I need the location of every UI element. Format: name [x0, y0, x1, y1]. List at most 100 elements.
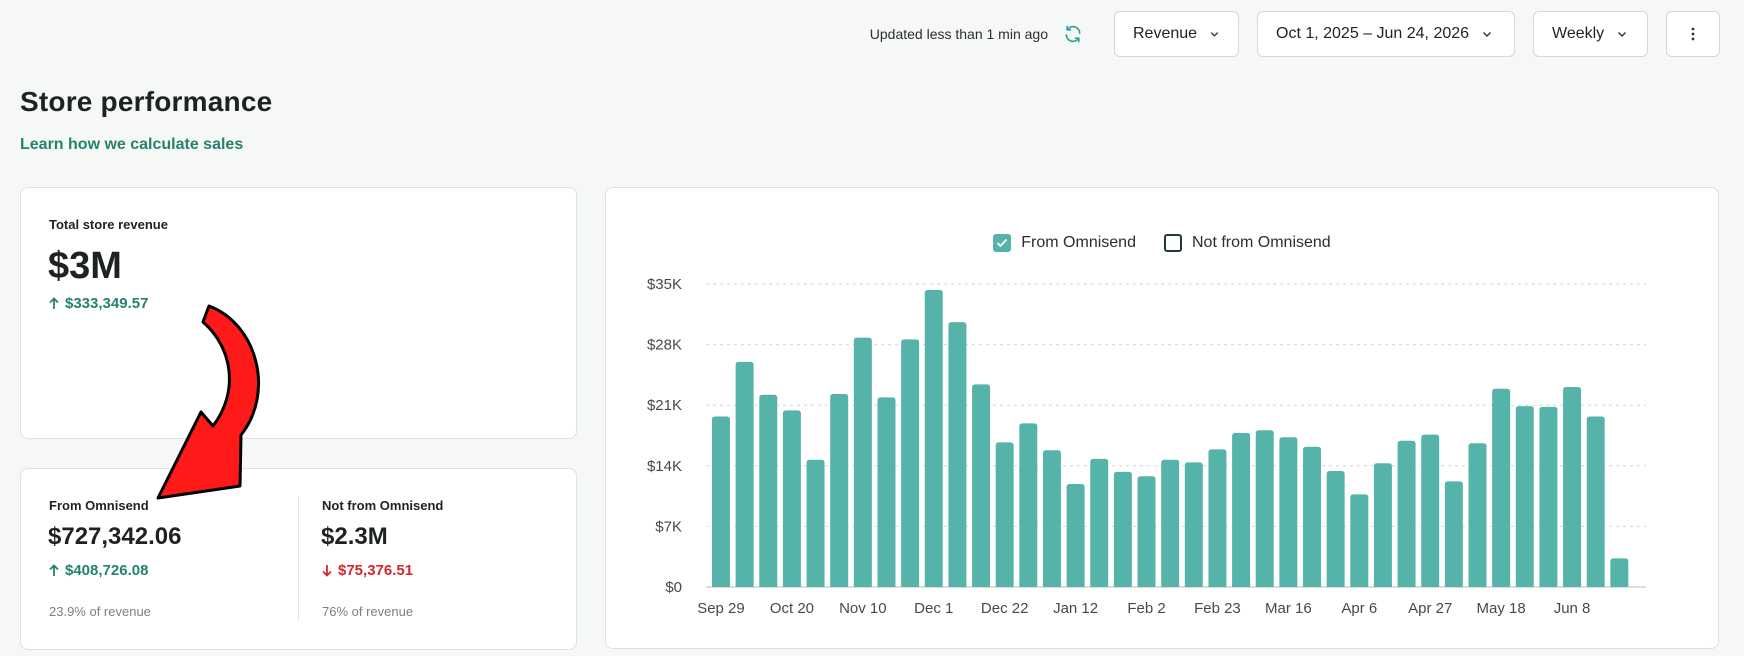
- chevron-down-icon: [1483, 32, 1492, 37]
- chart-bar: [1303, 446, 1321, 587]
- legend-not-from-omnisend-label: Not from Omnisend: [1191, 234, 1331, 251]
- granularity-label: Weekly: [1552, 25, 1605, 42]
- chart-bar: [972, 384, 991, 587]
- chart-bar: [712, 416, 730, 587]
- chart-bar: [830, 393, 849, 587]
- not-from-omnisend-label: Not from Omnisend: [322, 498, 444, 513]
- from-omnisend-share: 23.9% of revenue: [49, 604, 151, 619]
- x-tick-label: Jan 12: [1053, 600, 1098, 617]
- date-range-dropdown[interactable]: Oct 1, 2025 – Jun 24, 2026: [1257, 11, 1515, 57]
- y-tick-label: $0: [665, 579, 682, 596]
- chart-bar: [1279, 437, 1298, 587]
- x-tick-label: Nov 10: [839, 600, 887, 617]
- total-revenue-card: Total store revenue $3M $333,349.57: [20, 187, 577, 439]
- chart-bar: [1137, 476, 1156, 587]
- y-tick-label: $21K: [647, 397, 682, 414]
- x-tick-label: Sep 29: [697, 600, 745, 617]
- chart-bar: [1113, 471, 1132, 587]
- granularity-dropdown[interactable]: Weekly: [1533, 11, 1648, 57]
- chart-bar: [924, 290, 943, 587]
- total-revenue-label: Total store revenue: [49, 217, 168, 232]
- revenue-split-card: From Omnisend $727,342.06 $408,726.08 23…: [20, 468, 577, 650]
- red-arrow-annotation: [156, 304, 261, 500]
- legend-from-omnisend[interactable]: From Omnisend: [993, 234, 1136, 252]
- metric-dropdown[interactable]: Revenue: [1114, 11, 1239, 57]
- y-tick-label: $7K: [655, 518, 682, 535]
- x-tick-label: Dec 1: [914, 600, 953, 617]
- revenue-chart-card: From Omnisend Not from Omnisend $0 $7K $14…: [605, 187, 1719, 649]
- date-range-label: Oct 1, 2025 – Jun 24, 2026: [1276, 25, 1470, 42]
- updated-status: Updated less than 1 min ago: [869, 26, 1048, 42]
- checkbox-unchecked-icon[interactable]: [1163, 234, 1182, 252]
- chart-bar: [1208, 449, 1227, 587]
- page-title: Store performance: [20, 86, 273, 117]
- x-tick-label: Apr 27: [1408, 600, 1452, 617]
- chevron-down-icon: [1210, 32, 1219, 37]
- chart-bar: [1161, 459, 1180, 587]
- chart-bar: [1563, 387, 1582, 587]
- total-revenue-value: $3M: [48, 245, 122, 287]
- from-omnisend-delta-value: $408,726.08: [65, 562, 149, 579]
- from-omnisend-label: From Omnisend: [49, 498, 149, 513]
- arrow-up-icon: [49, 564, 59, 576]
- more-vertical-icon: [1691, 27, 1695, 41]
- arrow-down-icon: [322, 565, 332, 577]
- chart-bar: [1184, 462, 1203, 587]
- not-from-omnisend-delta: $75,376.51: [322, 562, 413, 579]
- not-from-omnisend-delta-value: $75,376.51: [338, 562, 414, 579]
- x-tick-label: Mar 16: [1265, 600, 1312, 617]
- x-tick-label: Apr 6: [1341, 600, 1377, 617]
- chart-bar: [1444, 481, 1463, 587]
- total-revenue-delta-value: $333,349.57: [65, 295, 149, 312]
- from-omnisend-delta: $408,726.08: [49, 562, 148, 579]
- chart-bar: [806, 459, 825, 587]
- chart-bar: [1492, 388, 1511, 587]
- chart-bar: [1350, 494, 1369, 587]
- chart-bar: [1255, 430, 1274, 587]
- chart-bar: [853, 337, 872, 587]
- arrow-up-icon: [49, 297, 59, 309]
- x-tick-label: Jun 8: [1554, 600, 1591, 617]
- chart-bar: [877, 397, 896, 587]
- x-tick-label: Feb 23: [1194, 600, 1241, 617]
- chart-bar: [1090, 458, 1109, 587]
- y-tick-label: $14K: [647, 458, 682, 475]
- total-revenue-delta: $333,349.57: [49, 295, 148, 312]
- chart-bar: [1468, 443, 1487, 587]
- chart-bar: [735, 361, 754, 587]
- chevron-down-icon: [1618, 32, 1627, 37]
- not-from-omnisend-value: $2.3M: [321, 523, 388, 550]
- chart-bar: [1586, 416, 1605, 587]
- not-from-omnisend-share: 76% of revenue: [322, 604, 414, 619]
- refresh-icon[interactable]: [1062, 23, 1084, 45]
- chart-bar: [948, 322, 967, 587]
- y-tick-label: $35K: [647, 276, 682, 293]
- more-options-button[interactable]: [1666, 11, 1720, 57]
- chart-bar: [1515, 406, 1534, 587]
- checkbox-checked-icon[interactable]: [993, 234, 1012, 252]
- x-tick-label: Oct 20: [770, 600, 814, 617]
- chart-bar: [782, 410, 801, 587]
- chart-legend: From Omnisend Not from Omnisend: [606, 234, 1718, 252]
- chart-bar: [1539, 406, 1558, 587]
- x-tick-label: Feb 2: [1127, 600, 1165, 617]
- x-tick-label: Dec 22: [981, 600, 1029, 617]
- learn-calculation-link[interactable]: Learn how we calculate sales: [20, 136, 244, 153]
- divider: [298, 496, 299, 621]
- chart-bar: [759, 394, 778, 587]
- chart-bar: [1397, 440, 1416, 587]
- x-tick-label: May 18: [1477, 600, 1526, 617]
- chart-bar: [1326, 470, 1345, 587]
- y-tick-label: $28K: [647, 337, 682, 354]
- chart-bar: [1421, 434, 1440, 587]
- chart-bar: [1042, 450, 1061, 587]
- chart-bar: [1066, 483, 1085, 587]
- chart-bar: [1610, 558, 1629, 587]
- legend-not-from-omnisend[interactable]: Not from Omnisend: [1163, 234, 1331, 252]
- chart-bar: [1232, 432, 1251, 587]
- legend-from-omnisend-label: From Omnisend: [1021, 234, 1136, 251]
- chart-bar: [1019, 423, 1038, 587]
- toolbar: Updated less than 1 min ago Revenue Oct …: [870, 11, 1720, 57]
- revenue-bar-chart: $0 $7K $14K $21K $28K $35K Sep 29 Oct 20 Nov 10 D…: [647, 276, 1646, 617]
- metric-dropdown-label: Revenue: [1133, 25, 1198, 42]
